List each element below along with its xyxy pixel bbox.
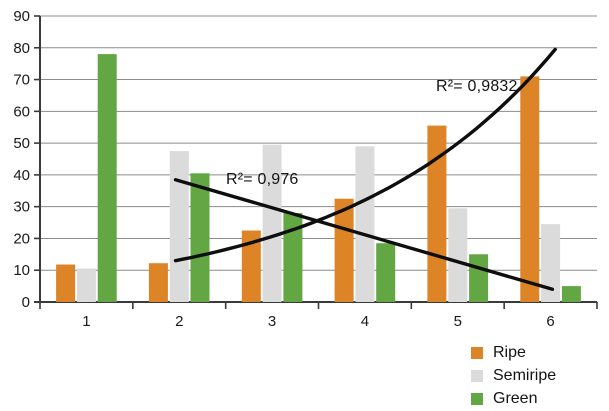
legend: Ripe Semiripe Green	[471, 341, 556, 410]
y-axis-label: 30	[13, 199, 30, 216]
y-axis-label: 10	[13, 262, 30, 279]
bar-semiripe-5	[448, 208, 468, 302]
bar-semiripe-3	[262, 144, 282, 302]
legend-swatch-green	[471, 392, 483, 405]
x-axis-label: 3	[268, 313, 276, 330]
y-axis-label: 70	[13, 72, 30, 89]
bar-green-1	[97, 54, 117, 302]
y-axis-label: 20	[13, 230, 30, 247]
bar-ripe-4	[334, 198, 354, 302]
bar-green-3	[283, 213, 303, 302]
y-axis-label: 40	[13, 167, 30, 184]
bar-green-2	[190, 173, 210, 302]
x-axis-label: 1	[82, 313, 90, 330]
y-axis-label: 0	[22, 294, 30, 311]
legend-item-ripe: Ripe	[471, 341, 556, 364]
legend-label-ripe: Ripe	[493, 343, 526, 361]
bar-ripe-3	[241, 230, 261, 302]
bar-semiripe-4	[355, 146, 375, 302]
legend-label-green: Green	[493, 389, 538, 407]
x-axis-label: 6	[546, 313, 554, 330]
legend-label-semiripe: Semiripe	[493, 366, 557, 384]
legend-swatch-ripe	[471, 346, 483, 359]
bar-green-4	[376, 243, 396, 302]
y-axis-label: 80	[13, 40, 30, 57]
y-axis-label: 50	[13, 135, 30, 152]
bar-semiripe-6	[541, 224, 561, 302]
legend-item-semiripe: Semiripe	[471, 364, 556, 387]
bar-green-6	[561, 286, 581, 302]
trendline-ripe	[173, 47, 557, 263]
x-axis-label: 5	[454, 313, 462, 330]
trendline-r2-label-ripe: R²= 0,9832	[436, 78, 518, 95]
legend-swatch-semiripe	[471, 369, 483, 382]
trendline-r2-label-green: R²= 0,976	[226, 171, 299, 188]
bar-green-5	[469, 254, 489, 302]
bar-ripe-2	[148, 263, 168, 302]
trendline-green	[173, 177, 555, 291]
bar-ripe-1	[56, 264, 76, 302]
x-axis-label: 2	[175, 313, 183, 330]
y-axis-label: 90	[13, 8, 30, 25]
bar-semiripe-1	[76, 268, 96, 302]
bar-semiripe-2	[169, 151, 189, 302]
x-axis-label: 4	[361, 313, 369, 330]
legend-item-green: Green	[471, 387, 556, 410]
bar-ripe-6	[520, 76, 540, 303]
y-axis-label: 60	[13, 103, 30, 120]
